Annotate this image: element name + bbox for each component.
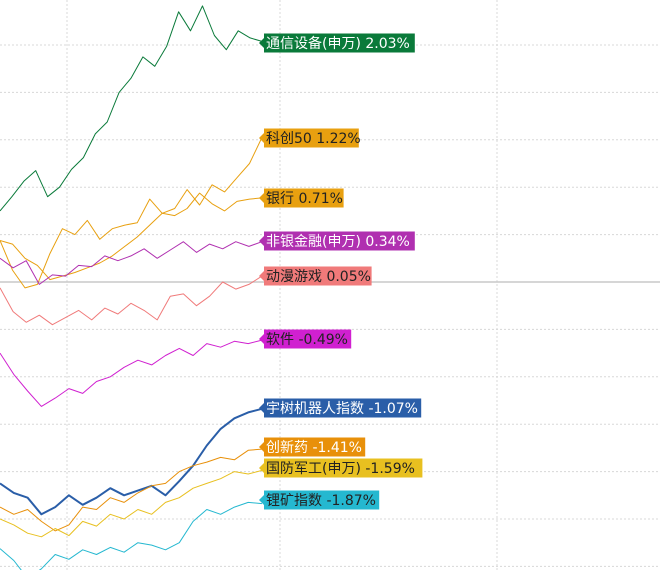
series-line-9 (0, 501, 263, 570)
series-label-text: 通信设备(申万) 2.03% (266, 35, 410, 52)
series-line-7 (0, 448, 263, 532)
series-label-text: 国防军工(申万) -1.59% (266, 461, 415, 477)
series-label-text: 科创50 1.22% (266, 131, 361, 147)
label-box (264, 490, 380, 510)
series-label-2: 银行 0.71% (259, 188, 344, 208)
label-box (264, 437, 366, 457)
series-lines (0, 5, 263, 570)
label-pointer (259, 236, 264, 246)
series-label-text: 银行 0.71% (266, 191, 343, 207)
series-labels: 通信设备(申万) 2.03% 科创50 1.22% 银行 0.71% 非银金融(申万)… (259, 33, 423, 510)
label-box (264, 231, 415, 251)
label-pointer (259, 334, 264, 344)
label-pointer (259, 495, 264, 505)
series-line-1 (0, 137, 263, 289)
series-label-text: 创新药 -1.41% (266, 440, 362, 456)
series-label-text: 宇树机器人指数 -1.07% (266, 401, 418, 417)
label-pointer (259, 442, 264, 452)
label-box (264, 458, 423, 478)
series-line-3 (0, 241, 263, 285)
series-line-4 (0, 275, 263, 326)
label-box (264, 128, 359, 148)
label-pointer (259, 463, 264, 473)
series-label-6: 宇树机器人指数 -1.07% (259, 398, 422, 418)
series-label-9: 锂矿指数 -1.87% (259, 490, 380, 510)
series-label-8: 国防军工(申万) -1.59% (259, 458, 423, 478)
label-pointer (259, 193, 264, 203)
series-label-text: 非银金融(申万) 0.34% (266, 234, 410, 250)
label-pointer (259, 403, 264, 413)
label-pointer (259, 133, 264, 143)
series-label-0: 通信设备(申万) 2.03% (259, 33, 415, 53)
label-box (264, 188, 344, 208)
series-line-5 (0, 339, 263, 407)
label-box (264, 329, 352, 349)
series-label-7: 创新药 -1.41% (259, 437, 366, 457)
label-box (264, 33, 415, 53)
series-label-5: 软件 -0.49% (259, 329, 352, 349)
series-line-2 (0, 192, 263, 281)
series-label-text: 软件 -0.49% (266, 332, 348, 348)
label-box (264, 398, 422, 418)
series-label-3: 非银金融(申万) 0.34% (259, 231, 415, 251)
series-label-4: 动漫游戏 0.05% (259, 266, 372, 286)
label-pointer (259, 38, 264, 48)
series-label-text: 锂矿指数 -1.87% (266, 493, 376, 509)
series-line-0 (0, 5, 263, 212)
series-label-1: 科创50 1.22% (259, 128, 361, 148)
label-pointer (259, 271, 264, 281)
series-label-text: 动漫游戏 0.05% (266, 269, 371, 285)
series-line-6 (0, 407, 263, 516)
series-line-8 (0, 469, 263, 538)
label-box (264, 266, 372, 286)
